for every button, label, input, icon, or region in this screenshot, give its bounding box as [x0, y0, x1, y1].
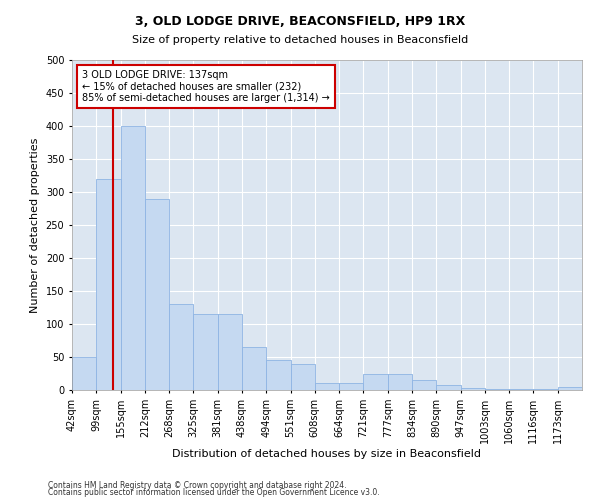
Bar — [169, 304, 193, 390]
Bar — [533, 388, 558, 390]
Bar — [242, 347, 266, 390]
Bar — [339, 384, 364, 390]
Bar — [266, 360, 290, 390]
Bar — [72, 357, 96, 390]
Text: 3, OLD LODGE DRIVE, BEACONSFIELD, HP9 1RX: 3, OLD LODGE DRIVE, BEACONSFIELD, HP9 1R… — [135, 15, 465, 28]
Bar — [485, 388, 509, 390]
Bar — [388, 374, 412, 390]
Bar — [364, 374, 388, 390]
Text: 3 OLD LODGE DRIVE: 137sqm
← 15% of detached houses are smaller (232)
85% of semi: 3 OLD LODGE DRIVE: 137sqm ← 15% of detac… — [82, 70, 330, 103]
Bar — [509, 388, 533, 390]
Bar — [412, 380, 436, 390]
Bar — [145, 198, 169, 390]
Bar — [96, 179, 121, 390]
Bar — [558, 386, 582, 390]
Y-axis label: Number of detached properties: Number of detached properties — [30, 138, 40, 312]
Text: Contains HM Land Registry data © Crown copyright and database right 2024.: Contains HM Land Registry data © Crown c… — [48, 480, 347, 490]
Text: Size of property relative to detached houses in Beaconsfield: Size of property relative to detached ho… — [132, 35, 468, 45]
Bar — [193, 314, 218, 390]
Bar — [315, 384, 339, 390]
X-axis label: Distribution of detached houses by size in Beaconsfield: Distribution of detached houses by size … — [173, 448, 482, 458]
Bar — [121, 126, 145, 390]
Text: Contains public sector information licensed under the Open Government Licence v3: Contains public sector information licen… — [48, 488, 380, 497]
Bar — [218, 314, 242, 390]
Bar — [290, 364, 315, 390]
Bar — [461, 388, 485, 390]
Bar — [436, 386, 461, 390]
